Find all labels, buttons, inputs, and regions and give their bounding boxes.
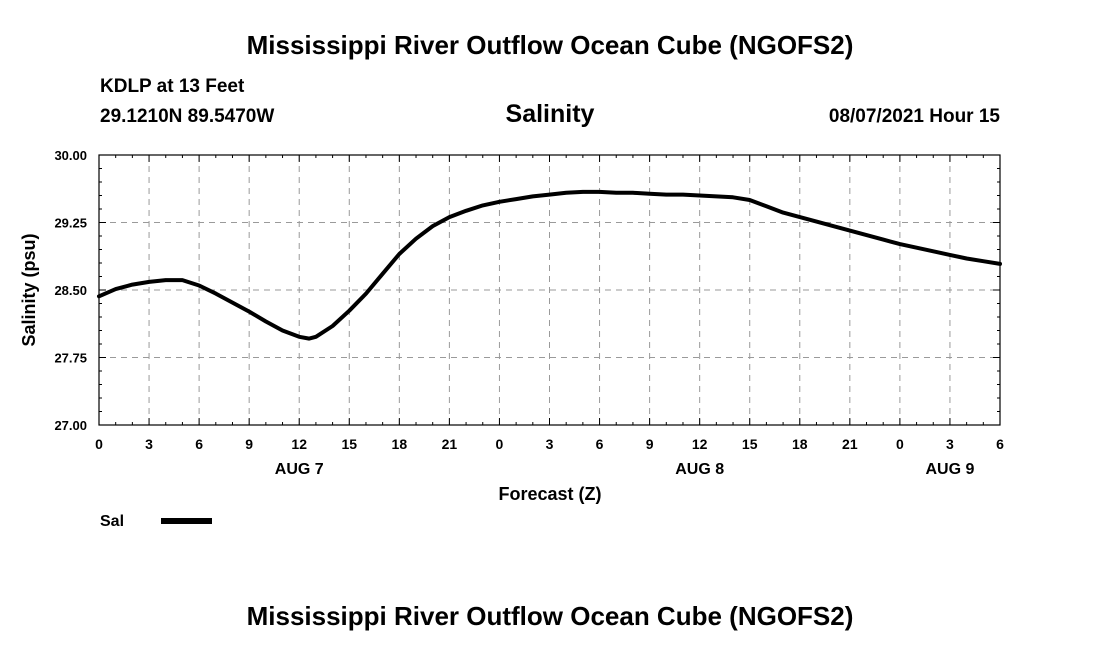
x-day-label: AUG 9 — [925, 461, 974, 478]
x-tick-label: 12 — [291, 436, 307, 452]
x-day-label: AUG 7 — [275, 461, 324, 478]
axis-labels: 0 3 6 9 12 15 18 21 0 3 6 9 12 15 18 21 0 3 6 27.00 27.75 28.… — [54, 148, 1004, 478]
x-day-label: AUG 8 — [675, 461, 724, 478]
plot-frame — [98, 154, 1001, 426]
x-tick-label: 21 — [442, 436, 458, 452]
x-tick-label: 0 — [95, 436, 103, 452]
x-tick-label: 0 — [896, 436, 904, 452]
x-tick-label: 6 — [596, 436, 604, 452]
station-label: KDLP at 13 Feet — [100, 76, 245, 97]
x-tick-label: 15 — [341, 436, 357, 452]
y-tick-label: 30.00 — [54, 148, 87, 163]
x-tick-label: 18 — [392, 436, 408, 452]
y-tick-label: 27.75 — [54, 351, 87, 366]
y-tick-label: 28.50 — [54, 283, 87, 298]
x-tick-label: 6 — [996, 436, 1004, 452]
x-tick-label: 9 — [646, 436, 654, 452]
y-tick-label: 27.00 — [54, 418, 87, 433]
x-tick-label: 6 — [195, 436, 203, 452]
station-coordinates: 29.1210N 89.5470W — [100, 106, 275, 127]
x-tick-label: 0 — [496, 436, 504, 452]
y-axis-label: Salinity (psu) — [19, 233, 39, 346]
x-tick-label: 3 — [946, 436, 954, 452]
x-axis-label: Forecast (Z) — [498, 484, 601, 504]
grid-lines — [99, 155, 1000, 425]
forecast-datetime: 08/07/2021 Hour 15 — [828, 106, 1000, 127]
x-tick-label: 18 — [792, 436, 808, 452]
x-tick-label: 12 — [692, 436, 708, 452]
footer-title: Mississippi River Outflow Ocean Cube (NG… — [246, 601, 854, 631]
legend-label-sal: Sal — [100, 513, 124, 530]
x-tick-label: 9 — [245, 436, 253, 452]
x-tick-label: 15 — [742, 436, 758, 452]
x-tick-label: 3 — [145, 436, 153, 452]
page-title: Mississippi River Outflow Ocean Cube (NG… — [246, 30, 854, 60]
series-line-sal — [97, 189, 1002, 341]
x-tick-label: 3 — [546, 436, 554, 452]
chart-title: Salinity — [505, 100, 595, 128]
x-tick-label: 21 — [842, 436, 858, 452]
y-tick-label: 29.25 — [54, 216, 87, 231]
